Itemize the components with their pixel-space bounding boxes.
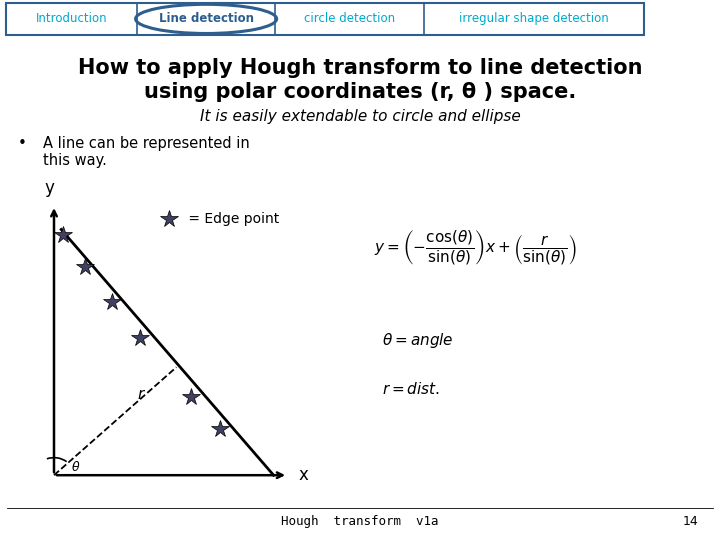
Text: circle detection: circle detection (304, 12, 395, 25)
Text: Introduction: Introduction (35, 12, 107, 25)
Text: $r = dist.$: $r = dist.$ (382, 381, 440, 397)
Text: Hough  transform  v1a: Hough transform v1a (282, 515, 438, 528)
Text: r: r (138, 387, 143, 402)
Text: $\theta = angle$: $\theta = angle$ (382, 330, 454, 350)
Text: y: y (44, 179, 54, 197)
Text: using polar coordinates (r, θ ) space.: using polar coordinates (r, θ ) space. (144, 82, 576, 102)
Bar (6, 3, 644, 35)
Text: It is easily extendable to circle and ellipse: It is easily extendable to circle and el… (199, 109, 521, 124)
Text: •: • (18, 136, 27, 151)
Text: irregular shape detection: irregular shape detection (459, 12, 609, 25)
Text: A line can be represented in
this way.: A line can be represented in this way. (43, 136, 250, 168)
Text: θ: θ (72, 461, 79, 474)
Text: x: x (299, 466, 309, 484)
Text: 14: 14 (683, 515, 698, 528)
Text: = Edge point: = Edge point (184, 212, 279, 226)
Text: Line detection: Line detection (158, 12, 253, 25)
Text: $y = \left(-\dfrac{\cos(\theta)}{\sin(\theta)}\right)x + \left(\dfrac{r}{\sin(\t: $y = \left(-\dfrac{\cos(\theta)}{\sin(\t… (374, 230, 577, 267)
Text: How to apply Hough transform to line detection: How to apply Hough transform to line det… (78, 57, 642, 78)
